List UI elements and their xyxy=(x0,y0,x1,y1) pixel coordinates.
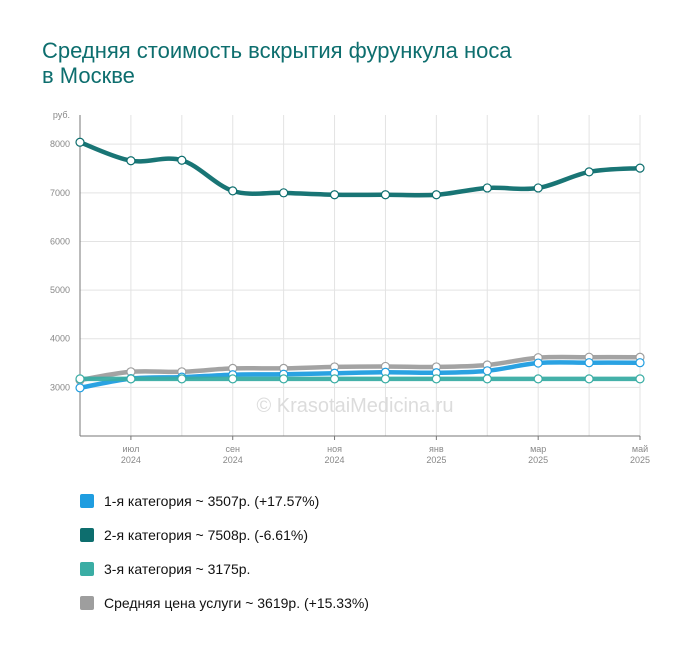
watermark: © KrasotaiMedicina.ru xyxy=(256,395,453,417)
data-point xyxy=(482,366,492,376)
data-point xyxy=(635,374,645,384)
data-point xyxy=(228,374,238,384)
legend-label: 3-я категория ~ 3175р. xyxy=(104,561,251,577)
x-tick-label-year: 2024 xyxy=(223,455,243,465)
chart-title: Средняя стоимость вскрытия фурункула нос… xyxy=(42,38,602,88)
legend-item-category-3[interactable]: 3-я категория ~ 3175р. xyxy=(80,552,369,586)
legend-swatch xyxy=(80,494,94,508)
data-point xyxy=(533,183,543,193)
data-point xyxy=(380,190,391,200)
legend-item-category-2[interactable]: 2-я категория ~ 7508р. (-6.61%) xyxy=(80,518,369,552)
legend-label: 2-я категория ~ 7508р. (-6.61%) xyxy=(104,527,308,543)
data-point xyxy=(279,374,289,384)
data-point xyxy=(75,383,85,393)
data-point xyxy=(177,374,187,384)
x-tick-label-year: 2024 xyxy=(121,455,141,465)
data-point xyxy=(126,156,136,166)
x-tick-label-month: янв xyxy=(429,444,444,454)
x-tick-label-year: 2025 xyxy=(426,455,446,465)
data-point xyxy=(533,358,543,368)
data-point xyxy=(482,183,492,193)
series-lines xyxy=(77,139,643,391)
chart-title-line-1: Средняя стоимость вскрытия фурункула нос… xyxy=(42,38,512,63)
data-point xyxy=(635,358,645,368)
y-tick-label: 3000 xyxy=(50,382,70,392)
x-tick-label-month: сен xyxy=(225,444,240,454)
x-tick-label-month: ноя xyxy=(327,444,342,454)
legend: 1-я категория ~ 3507р. (+17.57%) 2-я кат… xyxy=(80,484,369,620)
grid-lines xyxy=(80,115,641,436)
data-point xyxy=(380,374,391,384)
data-point xyxy=(329,374,340,384)
y-tick-label: 8000 xyxy=(50,139,70,149)
data-point xyxy=(75,374,85,384)
legend-swatch xyxy=(80,562,94,576)
series-line-1 xyxy=(77,139,643,198)
x-tick-label-month: май xyxy=(632,444,648,454)
data-point xyxy=(431,190,441,200)
y-tick-label: 5000 xyxy=(50,285,70,295)
x-tick-label-month: мар xyxy=(530,444,546,454)
legend-swatch xyxy=(80,596,94,610)
data-point xyxy=(177,155,187,165)
data-point xyxy=(482,374,492,384)
legend-item-category-1[interactable]: 1-я категория ~ 3507р. (+17.57%) xyxy=(80,484,369,518)
data-point xyxy=(533,374,543,384)
data-points xyxy=(75,137,645,393)
data-point xyxy=(584,167,594,177)
y-tick-label: 4000 xyxy=(50,334,70,344)
x-tick-label-year: 2025 xyxy=(630,455,650,465)
data-point xyxy=(228,186,238,196)
data-point xyxy=(279,188,289,198)
data-point xyxy=(329,190,340,200)
y-tick-label: 7000 xyxy=(50,188,70,198)
data-point xyxy=(75,137,85,147)
x-tick-label-year: 2025 xyxy=(528,455,548,465)
y-tick-label: 6000 xyxy=(50,236,70,246)
legend-swatch xyxy=(80,528,94,542)
x-tick-label-month: июл xyxy=(122,444,139,454)
data-point xyxy=(584,374,594,384)
legend-item-average[interactable]: Средняя цена услуги ~ 3619р. (+15.33%) xyxy=(80,586,369,620)
data-point xyxy=(431,374,441,384)
y-axis-unit-label: руб. xyxy=(53,110,70,120)
x-tick-label-year: 2024 xyxy=(325,455,345,465)
data-point xyxy=(635,163,645,173)
data-point xyxy=(126,374,136,384)
price-line-chart: © KrasotaiMedicina.ru 3000 4000 5000 6000 70… xyxy=(50,110,650,465)
legend-label: Средняя цена услуги ~ 3619р. (+15.33%) xyxy=(104,595,369,611)
legend-label: 1-я категория ~ 3507р. (+17.57%) xyxy=(104,493,320,509)
chart-title-line-2: в Москве xyxy=(42,63,135,88)
data-point xyxy=(584,358,594,368)
